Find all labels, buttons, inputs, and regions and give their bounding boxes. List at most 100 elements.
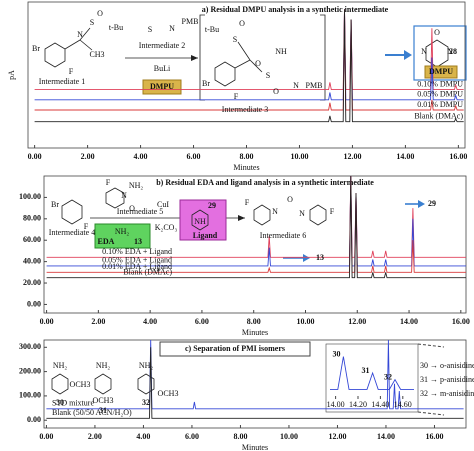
annotation: K₂CO₃ — [155, 223, 178, 232]
annotation: O — [239, 19, 245, 28]
trace — [46, 176, 466, 258]
x-tick-label: 10.00 — [280, 432, 298, 441]
annotation: N — [299, 209, 305, 218]
annotation: Intermediate 4 — [49, 228, 95, 237]
legend-label: Blank (DMAc) — [123, 268, 172, 277]
annotation: 28 — [449, 47, 457, 56]
y-tick-label: 100.00 — [19, 192, 41, 201]
annotation: Intermediate 6 — [260, 231, 306, 240]
annotation: DMPU — [150, 82, 174, 91]
annotation: N — [447, 47, 453, 56]
legend-label: 0.10% DMPU — [417, 79, 463, 88]
x-axis-label: Minutes — [242, 328, 268, 337]
annotation: OCH3 — [93, 396, 114, 405]
annotation: O — [97, 9, 103, 18]
annotation: PMB — [182, 17, 199, 26]
legend-label: 0.01% EDA + Ligand — [102, 262, 172, 271]
x-tick-label: 16.00 — [425, 432, 443, 441]
annotation: S — [266, 71, 270, 80]
x-tick-label: 4.00 — [134, 152, 148, 161]
annotation: N — [421, 47, 427, 56]
x-tick-label: 10.00 — [290, 152, 308, 161]
x-tick-label: 6.00 — [187, 152, 201, 161]
annotation: 31 → p-anisidine — [420, 375, 474, 384]
annotation: 29 — [428, 199, 436, 208]
annotation: F — [330, 207, 335, 216]
annotation: F — [69, 67, 74, 76]
annotation: NH₂ — [53, 361, 68, 370]
legend-label: Blank (DMAc) — [414, 112, 463, 121]
annotation: EDA — [98, 237, 115, 246]
x-tick-label: 2.00 — [91, 317, 105, 326]
annotation: Br — [51, 200, 59, 209]
annotation: BuLi — [154, 64, 171, 73]
annotation: 32 → m-anisidine — [420, 389, 474, 398]
x-tick-label: 6.00 — [195, 317, 209, 326]
annotation: S — [233, 35, 237, 44]
inset-x-tick-label: 14.00 — [327, 400, 345, 409]
trace — [46, 347, 464, 419]
legend-label: STD mixture — [52, 399, 94, 408]
inset-peak-label: 30 — [332, 349, 340, 358]
x-tick-label: 8.00 — [247, 317, 261, 326]
annotation: Intermediate 3 — [222, 105, 268, 114]
annotation: F — [84, 222, 89, 231]
inset-x-tick-label: 14.40 — [371, 400, 389, 409]
y-tick-label: 80.00 — [23, 214, 41, 223]
annotation: O — [273, 87, 279, 96]
y-axis-label: pA — [7, 70, 16, 80]
x-tick-label: 4.00 — [143, 317, 157, 326]
x-tick-label: 6.00 — [185, 432, 199, 441]
plot-frame — [43, 339, 467, 429]
annotation: N — [121, 191, 127, 200]
annotation: NH₂ — [129, 181, 144, 190]
y-tick-label: 300.00 — [19, 342, 41, 351]
annotation: DMPU — [429, 67, 453, 76]
annotation: 30 — [56, 398, 64, 407]
annotation: Intermediate 5 — [117, 207, 163, 216]
panel-title: a) Residual DMPU analysis in a synthetic… — [202, 5, 389, 14]
annotation: OCH3 — [70, 380, 91, 389]
x-tick-label: 0.00 — [39, 432, 53, 441]
trace — [46, 176, 466, 267]
x-tick-label: 14.00 — [400, 317, 418, 326]
x-tick-label: 14.00 — [377, 432, 395, 441]
legend-label: 0.01% DMPU — [417, 100, 463, 109]
x-tick-label: 12.00 — [343, 152, 361, 161]
panel-title: b) Residual EDA and ligand analysis in a… — [156, 178, 374, 187]
annotation: N — [272, 207, 278, 216]
annotation: Ligand — [193, 231, 218, 240]
inset-x-tick-label: 14.60 — [394, 400, 412, 409]
annotation: Intermediate 2 — [139, 41, 185, 50]
x-tick-label: 12.00 — [348, 317, 366, 326]
annotation: CuI — [157, 200, 169, 209]
annotation: t-Bu — [109, 23, 123, 32]
annotation: t-Bu — [205, 25, 219, 34]
legend-label: 0.05% EDA + Ligand — [102, 256, 172, 265]
panel-title: c) Separation of PMI isomers — [185, 344, 285, 353]
annotation: F — [245, 198, 250, 207]
annotation: 29 — [208, 201, 216, 210]
annotation: F — [234, 92, 239, 101]
annotation: N — [169, 24, 175, 33]
annotation: O — [129, 204, 135, 213]
annotation: NH₂ — [115, 227, 130, 236]
trace — [34, 9, 464, 123]
structures-b — [61, 187, 425, 262]
annotation: S — [148, 25, 152, 34]
y-tick-label: 0.00 — [27, 415, 41, 424]
x-tick-label: 0.00 — [40, 317, 54, 326]
plot-frame — [43, 175, 467, 314]
inset-trace — [330, 356, 414, 390]
annotation: F — [106, 178, 111, 187]
annotation: O — [434, 28, 440, 37]
annotation: Br — [32, 44, 40, 53]
x-tick-label: 8.00 — [233, 432, 247, 441]
legend-label: 0.05% DMPU — [417, 90, 463, 99]
annotation: 13 — [316, 253, 324, 262]
annotation: O — [255, 59, 261, 68]
x-tick-label: 16.00 — [452, 317, 470, 326]
annotation: Br — [202, 79, 210, 88]
trace — [46, 176, 466, 273]
